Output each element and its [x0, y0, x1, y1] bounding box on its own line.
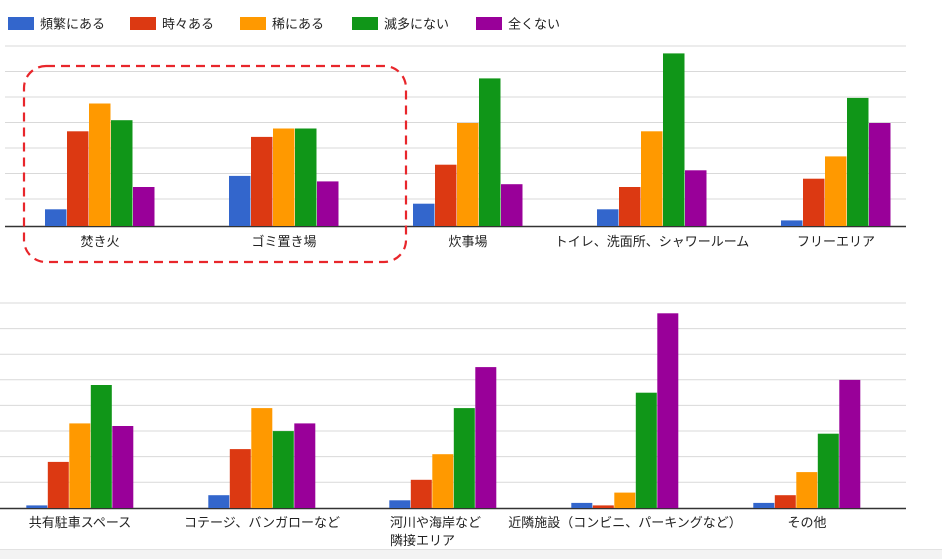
legend-swatch-1 — [8, 17, 34, 30]
chart-1-tick-label: 炊事場 — [448, 235, 487, 250]
chart-2-bar-cat4-series3 — [614, 492, 636, 508]
legend-swatch-4 — [352, 17, 378, 30]
legend-label-5: 全くない — [508, 17, 560, 33]
chart-1-bar-cat1-series4 — [111, 120, 133, 226]
chart-2-bar-cat3-series2 — [410, 479, 432, 508]
chart-2-bar-cat5-series4 — [817, 433, 839, 508]
chart-1-bar-cat5-series1 — [781, 220, 803, 226]
chart-1-bar-cat3-series1 — [413, 203, 435, 226]
legend-label-1: 頻繁にある — [40, 17, 105, 33]
chart-1-bar-cat4-series1 — [597, 209, 619, 226]
legend-swatch-3 — [240, 17, 266, 30]
chart-1-bar-cat4-series5 — [685, 170, 707, 226]
chart-2-bar-cat3-series3 — [432, 454, 454, 508]
chart-2-bar-cat1-series2 — [47, 461, 69, 508]
chart-2-bar-cat3-series5 — [475, 367, 497, 508]
chart-2-tick-label: 河川や海岸など — [390, 516, 481, 531]
chart-1-tick-label: トイレ、洗面所、シャワールーム — [555, 235, 750, 250]
chart-1-bar-cat4-series3 — [641, 131, 663, 226]
chart-1-bar-cat2-series2 — [251, 136, 273, 226]
chart-2-bar-cat5-series1 — [753, 502, 775, 508]
chart-2-bar-cat5-series3 — [796, 472, 818, 508]
chart-1-bar-cat1-series1 — [45, 209, 67, 226]
chart-2-tick-label: 共有駐車スペース — [29, 516, 131, 531]
chart-2-bar-cat4-series1 — [571, 502, 593, 508]
chart-2-bar-cat5-series5 — [839, 379, 861, 508]
chart-1-bar-cat2-series1 — [229, 175, 251, 226]
bottom-scrollbar-strip — [0, 549, 942, 559]
chart-2-bar-cat2-series5 — [294, 423, 316, 508]
chart-2-bar-cat1-series4 — [90, 385, 112, 508]
chart-1: 焚き火 ゴミ置き場 炊事場 トイレ、洗面所、シャワールーム フリーエリア — [5, 45, 906, 250]
chart-2-bar-cat3-series4 — [453, 408, 475, 508]
chart-1-tick-label: ゴミ置き場 — [251, 234, 316, 250]
chart-2-bar-cat1-series5 — [112, 426, 134, 508]
chart-1-bar-cat3-series3 — [457, 123, 479, 226]
legend-label-2: 時々ある — [162, 18, 214, 33]
chart-1-bar-cat2-series3 — [273, 128, 295, 226]
chart-1-tick-label: 焚き火 — [80, 235, 119, 250]
chart-1-bar-cat2-series5 — [317, 181, 339, 226]
legend-label-3: 稀にある — [272, 18, 324, 33]
chart-1-tick-label: フリーエリア — [797, 235, 875, 250]
chart-2-tick-label: コテージ、バンガローなど — [184, 516, 340, 531]
chart-1-bar-cat5-series5 — [869, 123, 891, 226]
chart-2-bar-cat3-series1 — [389, 500, 411, 508]
chart-1-bar-cat5-series3 — [825, 156, 847, 226]
chart-1-bar-cat3-series4 — [479, 78, 501, 227]
chart-1-bar-cat4-series2 — [619, 187, 641, 226]
chart-2-bar-cat2-series1 — [208, 495, 230, 508]
chart-2-bar-cat2-series4 — [272, 431, 294, 508]
chart-2-bar-cat1-series1 — [26, 505, 48, 508]
chart-1-bar-cat5-series4 — [847, 97, 869, 227]
highlight-dashed-box — [22, 64, 408, 264]
chart-1-bar-cat1-series5 — [133, 187, 155, 226]
chart-2-bar-cat1-series3 — [69, 423, 91, 508]
chart-1-bar-cat5-series2 — [803, 178, 825, 226]
chart-2-tick-label: 隣接エリア — [390, 533, 455, 549]
chart-1-bar-cat3-series5 — [501, 184, 523, 226]
chart-2-bar-cat2-series3 — [251, 408, 273, 508]
chart-2-bar-cat2-series2 — [229, 449, 251, 508]
chart-2-bar-cat4-series5 — [657, 313, 679, 509]
chart-1-bar-cat1-series3 — [89, 103, 111, 226]
chart-1-bar-cat2-series4 — [295, 128, 317, 226]
legend-label-4: 滅多にない — [384, 17, 449, 33]
chart-2-bar-cat4-series4 — [635, 392, 657, 508]
chart-1-bar-cat1-series2 — [67, 131, 89, 226]
chart-2-bar-cat4-series2 — [592, 505, 614, 508]
chart-2-tick-label: 近隣施設（コンビニ、パーキングなど） — [508, 515, 742, 531]
legend-swatch-2 — [130, 17, 156, 30]
chart-1-bar-cat3-series2 — [435, 164, 457, 226]
chart-1-bar-cat4-series4 — [663, 53, 685, 227]
legend-swatch-5 — [476, 17, 502, 30]
chart-2-tick-label: その他 — [787, 516, 826, 531]
chart-2-bar-cat5-series2 — [774, 495, 796, 508]
